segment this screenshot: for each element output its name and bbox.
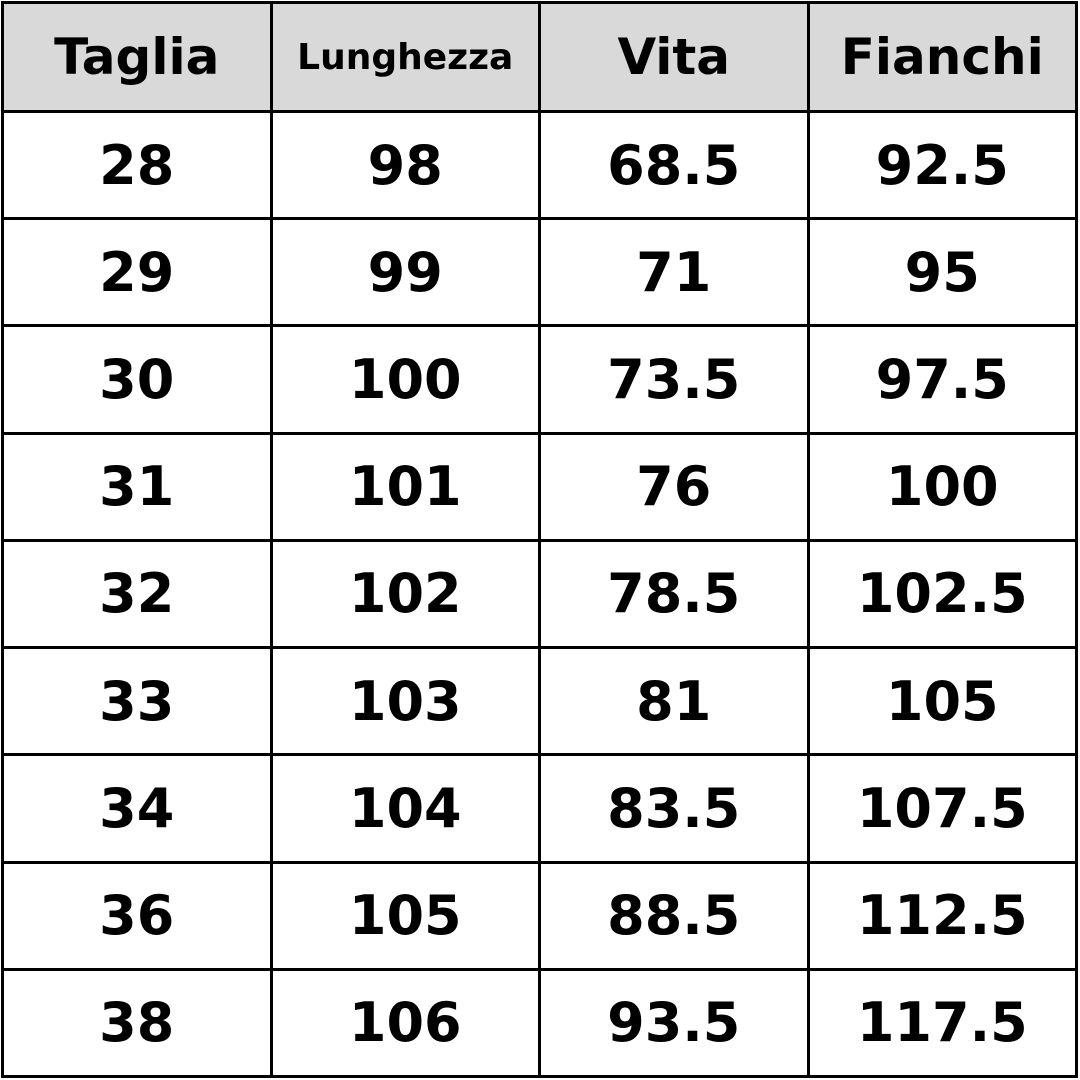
table-cell: 95 bbox=[806, 217, 1078, 328]
table-cell: 93.5 bbox=[538, 967, 810, 1079]
table-cell: 73.5 bbox=[538, 324, 810, 435]
table-cell: 81 bbox=[538, 646, 810, 757]
table-row: 30 100 73.5 97.5 bbox=[1, 324, 1078, 435]
table-cell: 38 bbox=[1, 967, 273, 1079]
table-cell: 102 bbox=[269, 538, 541, 650]
table-cell: 34 bbox=[1, 753, 273, 864]
header-row: Taglia Lunghezza Vita Fianchi bbox=[1, 1, 1078, 113]
table-cell: 71 bbox=[538, 217, 810, 328]
table-cell: 36 bbox=[1, 860, 273, 971]
table-cell: 106 bbox=[269, 967, 541, 1079]
header-cell: Taglia bbox=[1, 1, 273, 113]
table-cell: 101 bbox=[269, 431, 541, 542]
table-cell: 97.5 bbox=[806, 324, 1078, 435]
table-row: 33 103 81 105 bbox=[1, 646, 1078, 757]
table-cell: 100 bbox=[806, 431, 1078, 542]
table-cell: 33 bbox=[1, 646, 273, 757]
table-cell: 31 bbox=[1, 431, 273, 542]
table-row: 31 101 76 100 bbox=[1, 431, 1078, 542]
table-cell: 99 bbox=[269, 217, 541, 328]
table-body: 28 98 68.5 92.5 29 99 71 95 30 100 73.5 97.5 31 101 76… bbox=[1, 109, 1078, 1079]
table-cell: 117.5 bbox=[806, 967, 1078, 1079]
table-cell: 104 bbox=[269, 753, 541, 864]
table-cell: 105 bbox=[269, 860, 541, 971]
table-cell: 102.5 bbox=[806, 538, 1078, 650]
table-cell: 68.5 bbox=[538, 109, 810, 221]
table-row: 29 99 71 95 bbox=[1, 217, 1078, 328]
table-cell: 100 bbox=[269, 324, 541, 435]
table-cell: 107.5 bbox=[806, 753, 1078, 864]
table-cell: 83.5 bbox=[538, 753, 810, 864]
table-cell: 76 bbox=[538, 431, 810, 542]
header-cell: Lunghezza bbox=[269, 1, 541, 113]
table-row: 36 105 88.5 112.5 bbox=[1, 860, 1078, 971]
table-cell: 98 bbox=[269, 109, 541, 221]
table-cell: 103 bbox=[269, 646, 541, 757]
header-cell: Fianchi bbox=[806, 1, 1078, 113]
table-cell: 105 bbox=[806, 646, 1078, 757]
table-cell: 29 bbox=[1, 217, 273, 328]
table-cell: 92.5 bbox=[806, 109, 1078, 221]
table-cell: 88.5 bbox=[538, 860, 810, 971]
table-row: 32 102 78.5 102.5 bbox=[1, 538, 1078, 650]
table-cell: 32 bbox=[1, 538, 273, 650]
table-row: 38 106 93.5 117.5 bbox=[1, 967, 1078, 1079]
table-cell: 28 bbox=[1, 109, 273, 221]
table-row: 28 98 68.5 92.5 bbox=[1, 109, 1078, 221]
table-cell: 30 bbox=[1, 324, 273, 435]
header-cell: Vita bbox=[538, 1, 810, 113]
table-cell: 78.5 bbox=[538, 538, 810, 650]
table-row: 34 104 83.5 107.5 bbox=[1, 753, 1078, 864]
table-cell: 112.5 bbox=[806, 860, 1078, 971]
